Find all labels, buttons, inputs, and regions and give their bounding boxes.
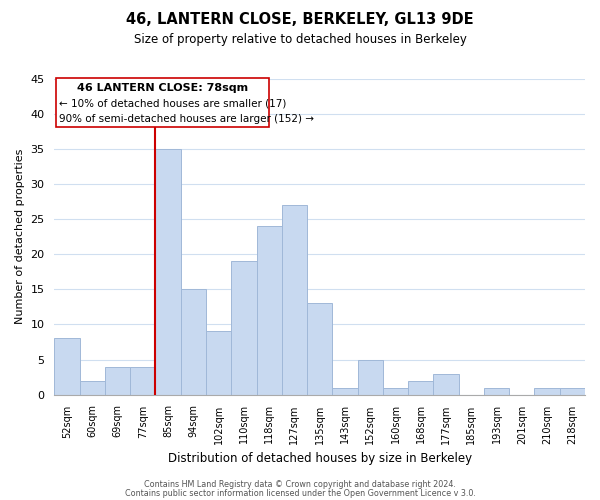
Bar bbox=[484, 388, 509, 394]
Bar bbox=[282, 205, 307, 394]
Bar bbox=[560, 388, 585, 394]
X-axis label: Distribution of detached houses by size in Berkeley: Distribution of detached houses by size … bbox=[167, 452, 472, 465]
Text: 46, LANTERN CLOSE, BERKELEY, GL13 9DE: 46, LANTERN CLOSE, BERKELEY, GL13 9DE bbox=[126, 12, 474, 28]
Y-axis label: Number of detached properties: Number of detached properties bbox=[15, 149, 25, 324]
Bar bbox=[332, 388, 358, 394]
Text: 46 LANTERN CLOSE: 78sqm: 46 LANTERN CLOSE: 78sqm bbox=[77, 83, 248, 93]
Text: Contains HM Land Registry data © Crown copyright and database right 2024.: Contains HM Land Registry data © Crown c… bbox=[144, 480, 456, 489]
Bar bbox=[80, 380, 105, 394]
Text: 90% of semi-detached houses are larger (152) →: 90% of semi-detached houses are larger (… bbox=[59, 114, 314, 124]
Bar bbox=[307, 304, 332, 394]
Bar bbox=[408, 380, 433, 394]
Bar bbox=[383, 388, 408, 394]
Bar bbox=[55, 338, 80, 394]
Text: ← 10% of detached houses are smaller (17): ← 10% of detached houses are smaller (17… bbox=[59, 98, 287, 108]
Bar bbox=[433, 374, 458, 394]
Bar bbox=[130, 366, 155, 394]
Bar bbox=[257, 226, 282, 394]
Bar bbox=[206, 332, 231, 394]
Bar bbox=[535, 388, 560, 394]
Bar bbox=[358, 360, 383, 394]
Bar bbox=[155, 149, 181, 394]
FancyBboxPatch shape bbox=[56, 78, 269, 126]
Bar bbox=[231, 262, 257, 394]
Bar bbox=[181, 290, 206, 395]
Bar bbox=[105, 366, 130, 394]
Text: Contains public sector information licensed under the Open Government Licence v : Contains public sector information licen… bbox=[125, 488, 475, 498]
Text: Size of property relative to detached houses in Berkeley: Size of property relative to detached ho… bbox=[134, 32, 466, 46]
